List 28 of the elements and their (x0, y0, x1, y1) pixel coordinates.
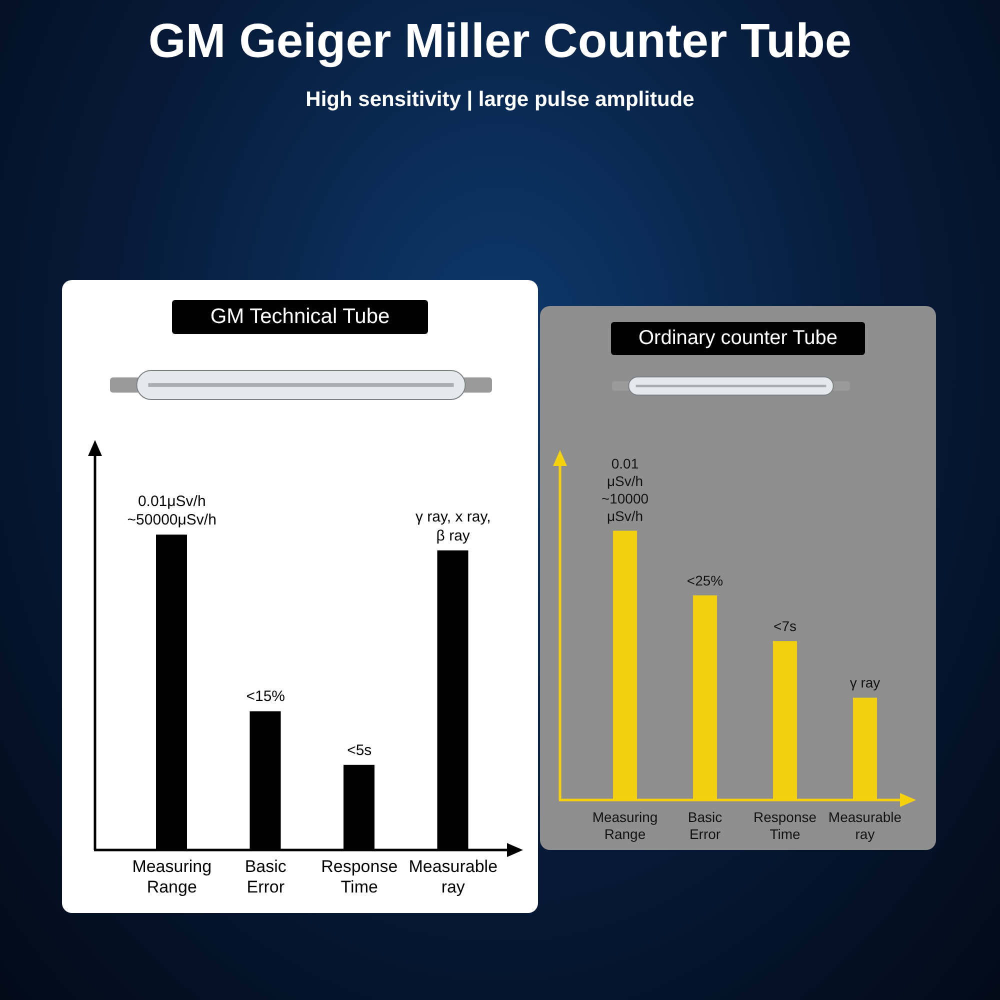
annotation: <5s (347, 742, 372, 759)
bar (693, 595, 717, 800)
bar (437, 550, 468, 850)
chart-title: Ordinary counter Tube (611, 322, 865, 355)
annotation: <7s (774, 618, 796, 634)
annotation: 0.01 μSv/h ~10000 μSv/h (601, 455, 649, 524)
annotation: <25% (686, 572, 724, 588)
text: High sensitivity | large pulse amplitude (304, 88, 696, 112)
bar (853, 698, 877, 800)
x-tick-label: Measurable ray (408, 857, 498, 896)
x-tick-label: Basic Error (688, 809, 722, 842)
annotation: <15% (246, 688, 286, 706)
text: GM Geiger Miller Counter Tube (147, 14, 853, 69)
annotation: 0.01μSv/h ~50000μSv/h (127, 492, 216, 529)
x-tick-label: Measuring Range (592, 809, 658, 842)
x-tick-label: Response Time (321, 857, 398, 896)
annotation: γ ray, x ray, β ray (415, 508, 491, 544)
x-tick-label: Measuring Range (132, 857, 212, 896)
x-tick-label: Basic Error (244, 857, 287, 896)
bar (250, 711, 281, 850)
bar (613, 530, 637, 800)
chart-title: GM Technical Tube (172, 300, 428, 334)
annotation: γ ray (850, 674, 880, 691)
bar (156, 534, 187, 850)
bar (773, 641, 797, 800)
x-tick-label: Response Time (753, 809, 817, 842)
x-tick-label: Measurable ray (828, 809, 902, 842)
bar (344, 764, 374, 850)
